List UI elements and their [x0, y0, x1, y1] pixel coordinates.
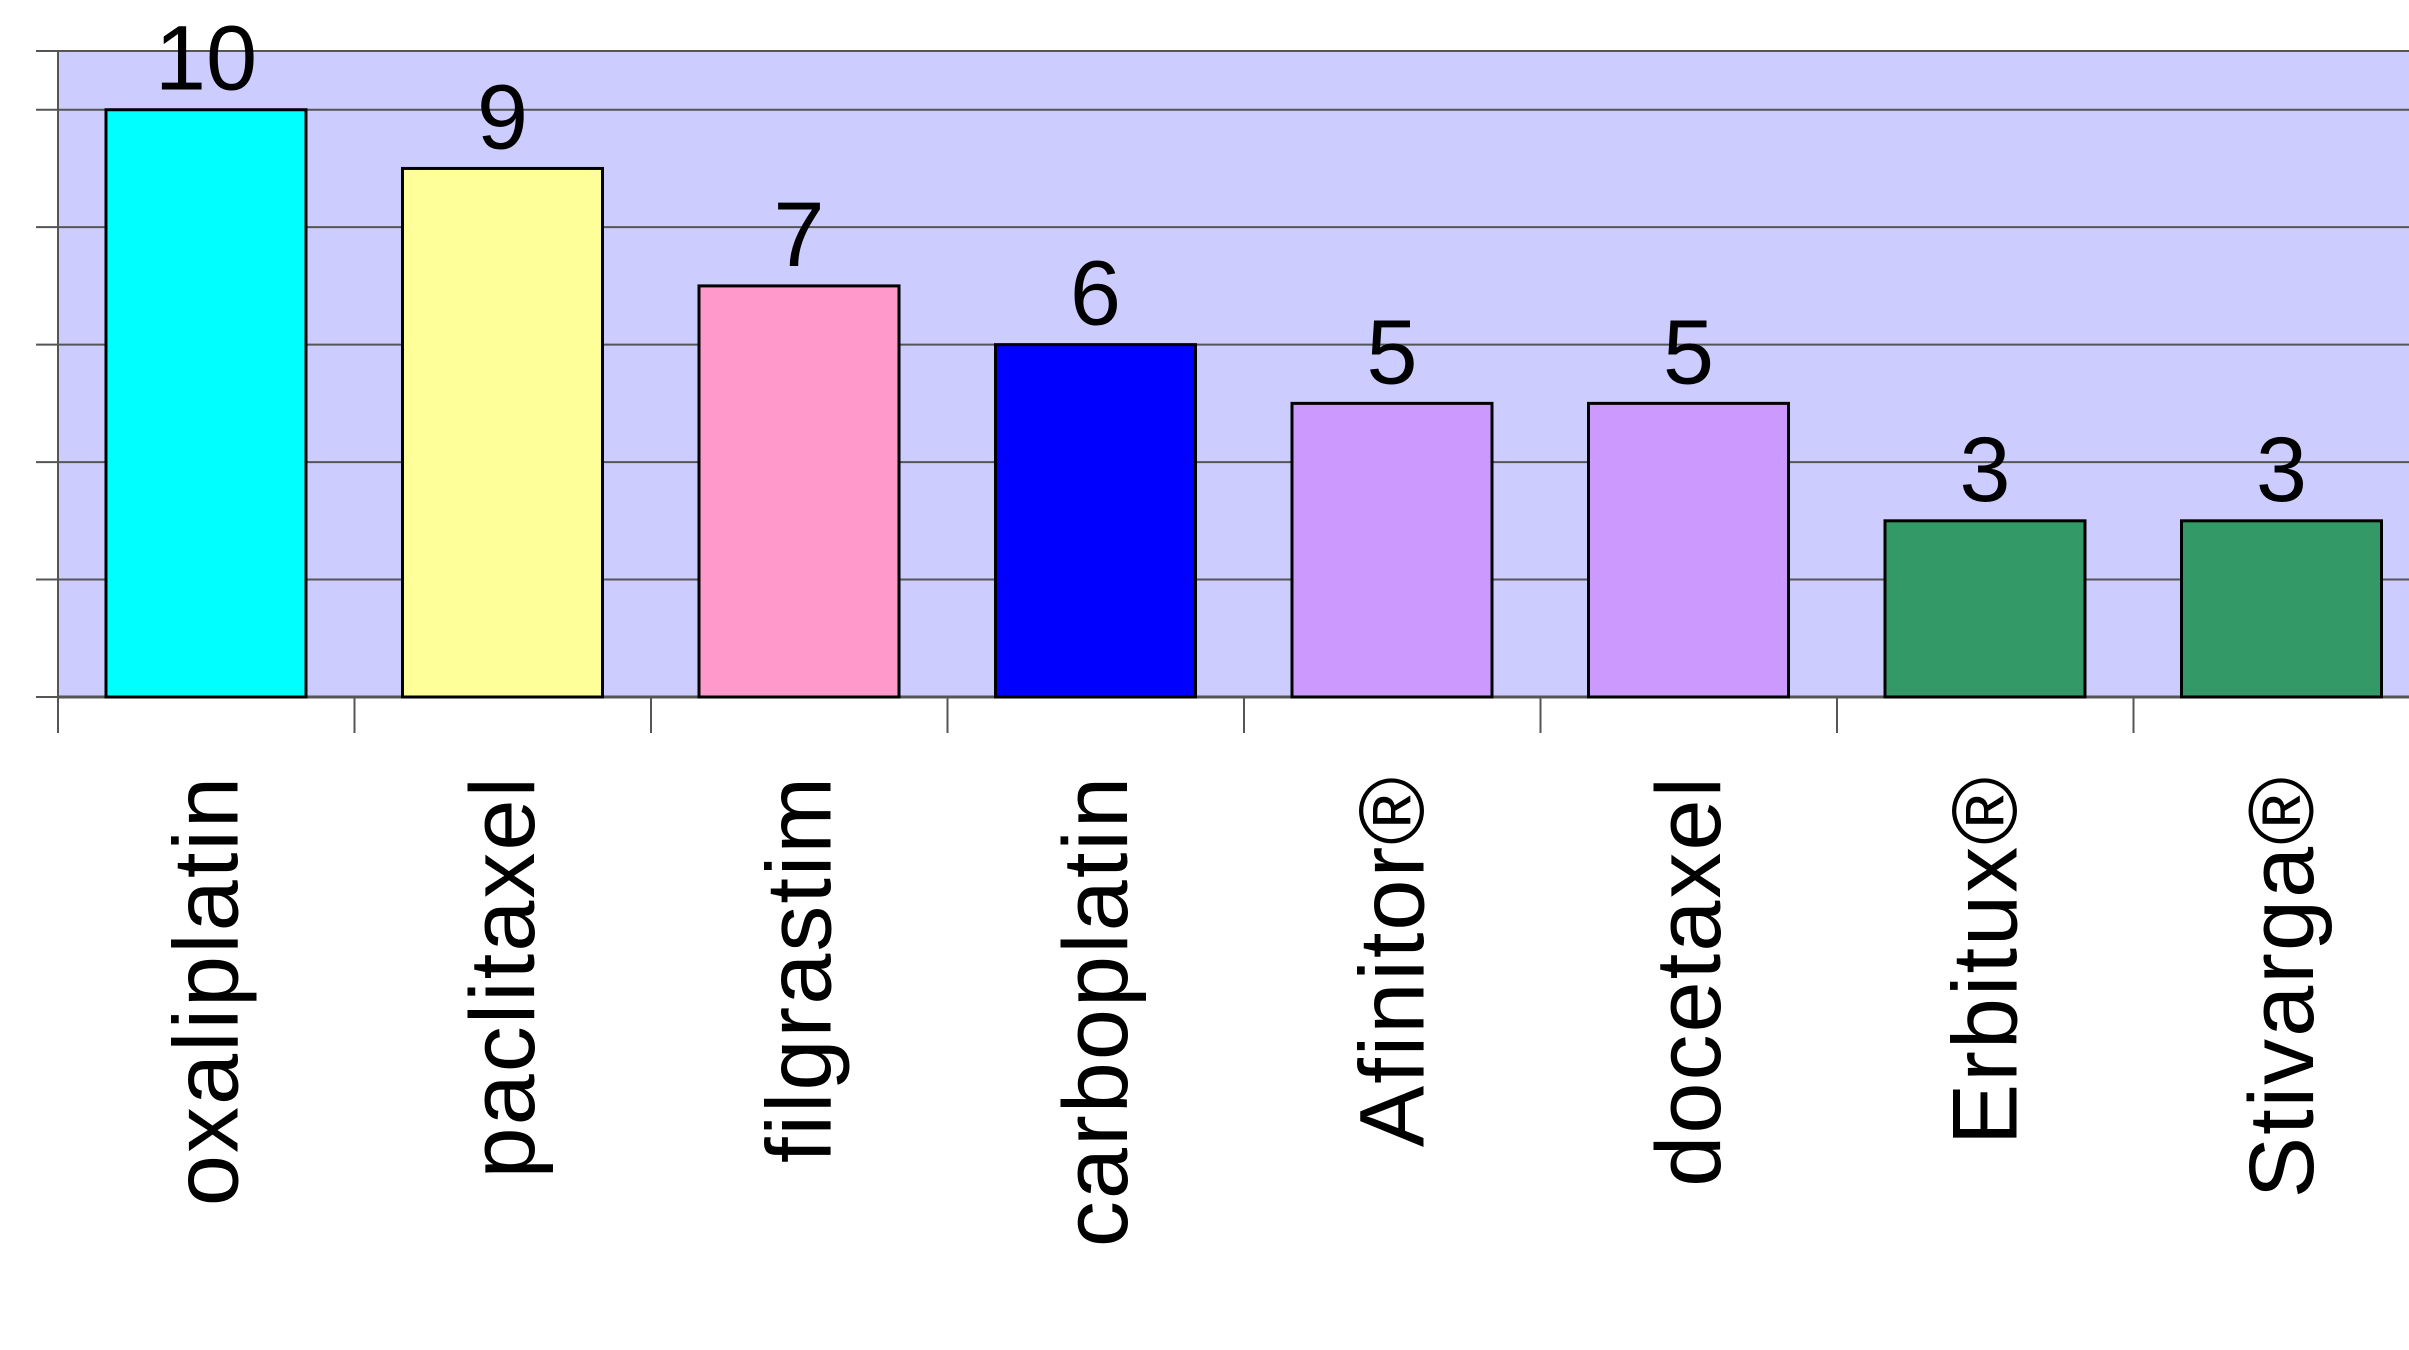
value-label-6: 3: [1959, 419, 2010, 521]
value-label-4: 5: [1366, 301, 1417, 403]
value-label-3: 6: [1070, 243, 1121, 345]
category-labels: oxaliplatin paclitaxel filgrastim carboplat…: [155, 775, 2333, 1247]
bar-1: [401, 166, 604, 699]
bar-5: [1587, 401, 1790, 699]
category-label-0: oxaliplatin: [155, 775, 257, 1206]
bar-0: [104, 108, 308, 699]
bar-7: [2180, 519, 2383, 699]
bar-4: [1290, 401, 1494, 699]
value-label-5: 5: [1663, 301, 1714, 403]
bars: [104, 108, 2383, 699]
value-labels: 10 9 7 6 5 5 3 3: [155, 8, 2307, 521]
bar-2: [697, 284, 901, 699]
category-label-4: Afinitor®: [1341, 775, 1443, 1147]
category-label-1: paclitaxel: [452, 775, 554, 1179]
value-label-7: 3: [2256, 419, 2307, 521]
value-label-2: 7: [773, 184, 824, 286]
category-label-3: carboplatin: [1045, 775, 1147, 1247]
category-label-2: filgrastim: [748, 775, 850, 1163]
value-label-1: 9: [477, 66, 528, 168]
category-label-7: Stivarga®: [2231, 775, 2333, 1198]
category-label-6: Erbitux®: [1934, 775, 2036, 1145]
category-label-5: docetaxel: [1638, 775, 1740, 1187]
bar-6: [1883, 519, 2087, 699]
bar-3: [994, 343, 1197, 699]
value-label-0: 10: [155, 8, 257, 110]
